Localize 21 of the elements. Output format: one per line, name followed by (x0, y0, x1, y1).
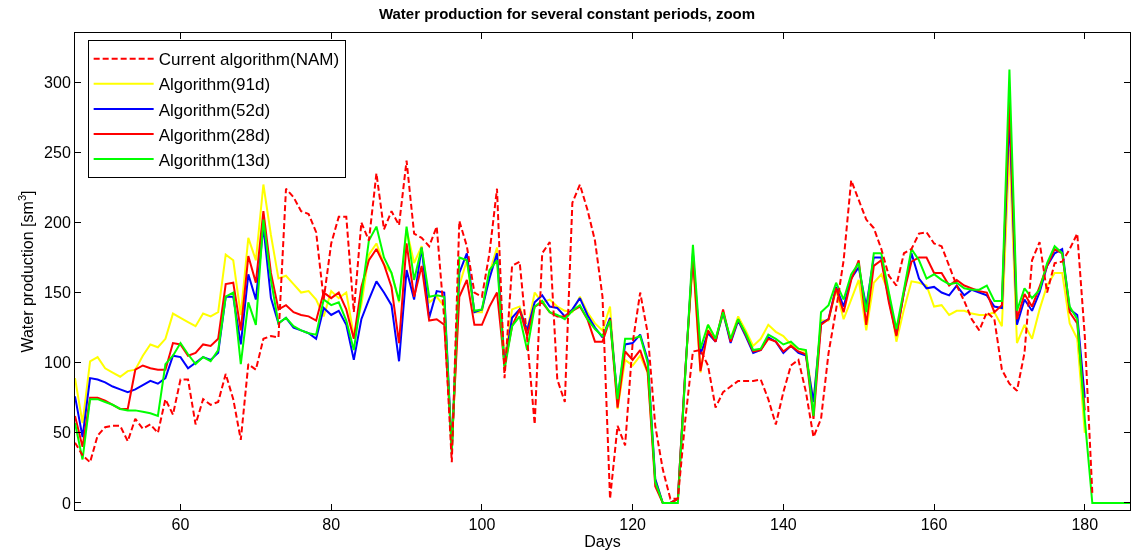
x-tick-label: 160 (920, 516, 948, 534)
x-tick-label: 100 (468, 516, 496, 534)
x-axis-title: Days (584, 533, 621, 551)
legend-label: Algorithm(52d) (158, 100, 271, 120)
y-tick-label: 300 (44, 73, 71, 91)
legend-label: Algorithm(91d) (158, 75, 271, 95)
y-tick-label: 0 (61, 494, 71, 512)
y-tick-label: 150 (44, 284, 71, 302)
y-tick-label: 100 (44, 354, 71, 372)
x-tick-label: 120 (619, 516, 647, 534)
x-tick-label: 60 (171, 516, 190, 534)
y-tick-label: 250 (44, 143, 71, 161)
x-tick-label: 180 (1071, 516, 1099, 534)
y-tick-label: 200 (44, 214, 71, 231)
x-tick-label: 80 (322, 516, 341, 534)
legend-label: Current algorithm(NAM) (158, 50, 340, 70)
legend-label: Algorithm(28d) (158, 125, 271, 145)
legend-label: Algorithm(13d) (158, 150, 271, 170)
y-tick-label: 50 (53, 424, 71, 442)
chart-title: Water production for several constant periods, zoom (378, 4, 756, 22)
x-tick-label: 140 (770, 516, 797, 534)
